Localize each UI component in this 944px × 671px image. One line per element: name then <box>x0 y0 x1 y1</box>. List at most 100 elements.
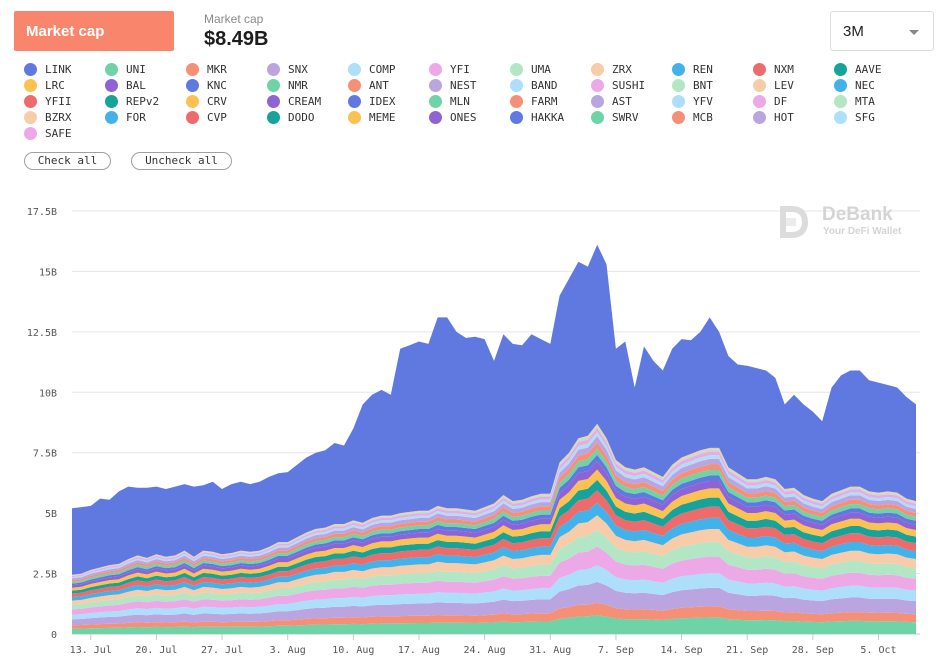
legend-item-zrx[interactable]: ZRX <box>591 62 632 77</box>
legend-item-yfii[interactable]: YFII <box>24 94 72 109</box>
legend-item-safe[interactable]: SAFE <box>24 126 72 141</box>
legend-dot-icon <box>753 63 766 76</box>
legend-item-link[interactable]: LINK <box>24 62 72 77</box>
y-tick-label: 12.5B <box>27 328 57 339</box>
legend-label: MTA <box>855 95 875 108</box>
legend-dot-icon <box>105 95 118 108</box>
legend-item-meme[interactable]: MEME <box>348 110 396 125</box>
legend-item-hakka[interactable]: HAKKA <box>510 110 564 125</box>
legend-item-uni[interactable]: UNI <box>105 62 146 77</box>
legend-item-hot[interactable]: HOT <box>753 110 794 125</box>
legend-item-ren[interactable]: REN <box>672 62 713 77</box>
legend-item-bnt[interactable]: BNT <box>672 78 713 93</box>
legend-item-nest[interactable]: NEST <box>429 78 477 93</box>
check-all-button[interactable]: Check all <box>24 152 111 170</box>
x-tick-label: 13. Jul <box>70 645 112 656</box>
legend-label: KNC <box>207 79 227 92</box>
legend-item-comp[interactable]: COMP <box>348 62 396 77</box>
legend-label: UNI <box>126 63 146 76</box>
legend-dot-icon <box>510 79 523 92</box>
legend-item-knc[interactable]: KNC <box>186 78 227 93</box>
x-tick-label: 5. Oct <box>860 645 896 656</box>
x-tick-label: 17. Aug <box>398 645 440 656</box>
legend-label: BNT <box>693 79 713 92</box>
legend-item-uma[interactable]: UMA <box>510 62 551 77</box>
legend-dot-icon <box>510 111 523 124</box>
area-series-5 <box>72 546 916 615</box>
x-tick-label: 7. Sep <box>598 645 634 656</box>
x-tick-label: 14. Sep <box>660 645 702 656</box>
legend-dot-icon <box>429 111 442 124</box>
legend-dot-icon <box>24 95 37 108</box>
legend-item-band[interactable]: BAND <box>510 78 558 93</box>
legend-label: NMR <box>288 79 308 92</box>
legend-label: BZRX <box>45 111 72 124</box>
legend-item-dodo[interactable]: DODO <box>267 110 315 125</box>
legend-label: DODO <box>288 111 315 124</box>
legend-item-snx[interactable]: SNX <box>267 62 308 77</box>
legend-item-lev[interactable]: LEV <box>753 78 794 93</box>
legend-dot-icon <box>429 95 442 108</box>
legend-item-aave[interactable]: AAVE <box>834 62 882 77</box>
legend-label: HOT <box>774 111 794 124</box>
legend-dot-icon <box>753 95 766 108</box>
legend-label: MCB <box>693 111 713 124</box>
legend-label: SUSHI <box>612 79 646 92</box>
legend-label: FOR <box>126 111 146 124</box>
area-series-link <box>72 244 916 575</box>
legend-dot-icon <box>267 79 280 92</box>
legend-item-repv2[interactable]: REPv2 <box>105 94 159 109</box>
area-series-1 <box>72 615 916 634</box>
legend-item-yfi[interactable]: YFI <box>429 62 470 77</box>
legend-item-ones[interactable]: ONES <box>429 110 477 125</box>
legend-dot-icon <box>186 79 199 92</box>
legend-item-mkr[interactable]: MKR <box>186 62 227 77</box>
legend-item-lrc[interactable]: LRC <box>24 78 65 93</box>
range-select[interactable]: 3M <box>830 11 934 51</box>
legend-label: ZRX <box>612 63 632 76</box>
legend-label: UMA <box>531 63 551 76</box>
x-tick-label: 10. Aug <box>332 645 374 656</box>
chevron-down-icon <box>909 30 919 35</box>
legend-item-nec[interactable]: NEC <box>834 78 875 93</box>
legend-item-df[interactable]: DF <box>753 94 787 109</box>
legend-dot-icon <box>591 111 604 124</box>
area-series-4 <box>72 565 916 620</box>
area-series-9 <box>72 490 916 598</box>
legend-label: CREAM <box>288 95 322 108</box>
legend-dot-icon <box>834 79 847 92</box>
legend-item-mta[interactable]: MTA <box>834 94 875 109</box>
legend-item-crv[interactable]: CRV <box>186 94 227 109</box>
legend-item-cvp[interactable]: CVP <box>186 110 227 125</box>
legend-dot-icon <box>348 63 361 76</box>
legend-item-sushi[interactable]: SUSHI <box>591 78 645 93</box>
legend-item-swrv[interactable]: SWRV <box>591 110 639 125</box>
legend-label: MLN <box>450 95 470 108</box>
market-cap-button[interactable]: Market cap <box>14 11 174 51</box>
legend-label: SAFE <box>45 127 72 140</box>
legend-dot-icon <box>510 63 523 76</box>
legend-item-cream[interactable]: CREAM <box>267 94 321 109</box>
legend-item-sfg[interactable]: SFG <box>834 110 875 125</box>
legend-item-yfv[interactable]: YFV <box>672 94 713 109</box>
legend-item-bal[interactable]: BAL <box>105 78 146 93</box>
legend-item-mcb[interactable]: MCB <box>672 110 713 125</box>
legend-item-farm[interactable]: FARM <box>510 94 558 109</box>
legend-item-for[interactable]: FOR <box>105 110 146 125</box>
legend-dot-icon <box>591 95 604 108</box>
legend-label: BAL <box>126 79 146 92</box>
legend-item-idex[interactable]: IDEX <box>348 94 396 109</box>
legend-item-nmr[interactable]: NMR <box>267 78 308 93</box>
legend-dot-icon <box>429 79 442 92</box>
legend-item-mln[interactable]: MLN <box>429 94 470 109</box>
legend-item-bzrx[interactable]: BZRX <box>24 110 72 125</box>
legend-item-ast[interactable]: AST <box>591 94 632 109</box>
legend-dot-icon <box>348 79 361 92</box>
legend-label: SFG <box>855 111 875 124</box>
legend-label: LEV <box>774 79 794 92</box>
y-tick-label: 0 <box>51 630 57 641</box>
legend-dot-icon <box>186 63 199 76</box>
legend-item-ant[interactable]: ANT <box>348 78 389 93</box>
legend-item-nxm[interactable]: NXM <box>753 62 794 77</box>
uncheck-all-button[interactable]: Uncheck all <box>131 152 232 170</box>
